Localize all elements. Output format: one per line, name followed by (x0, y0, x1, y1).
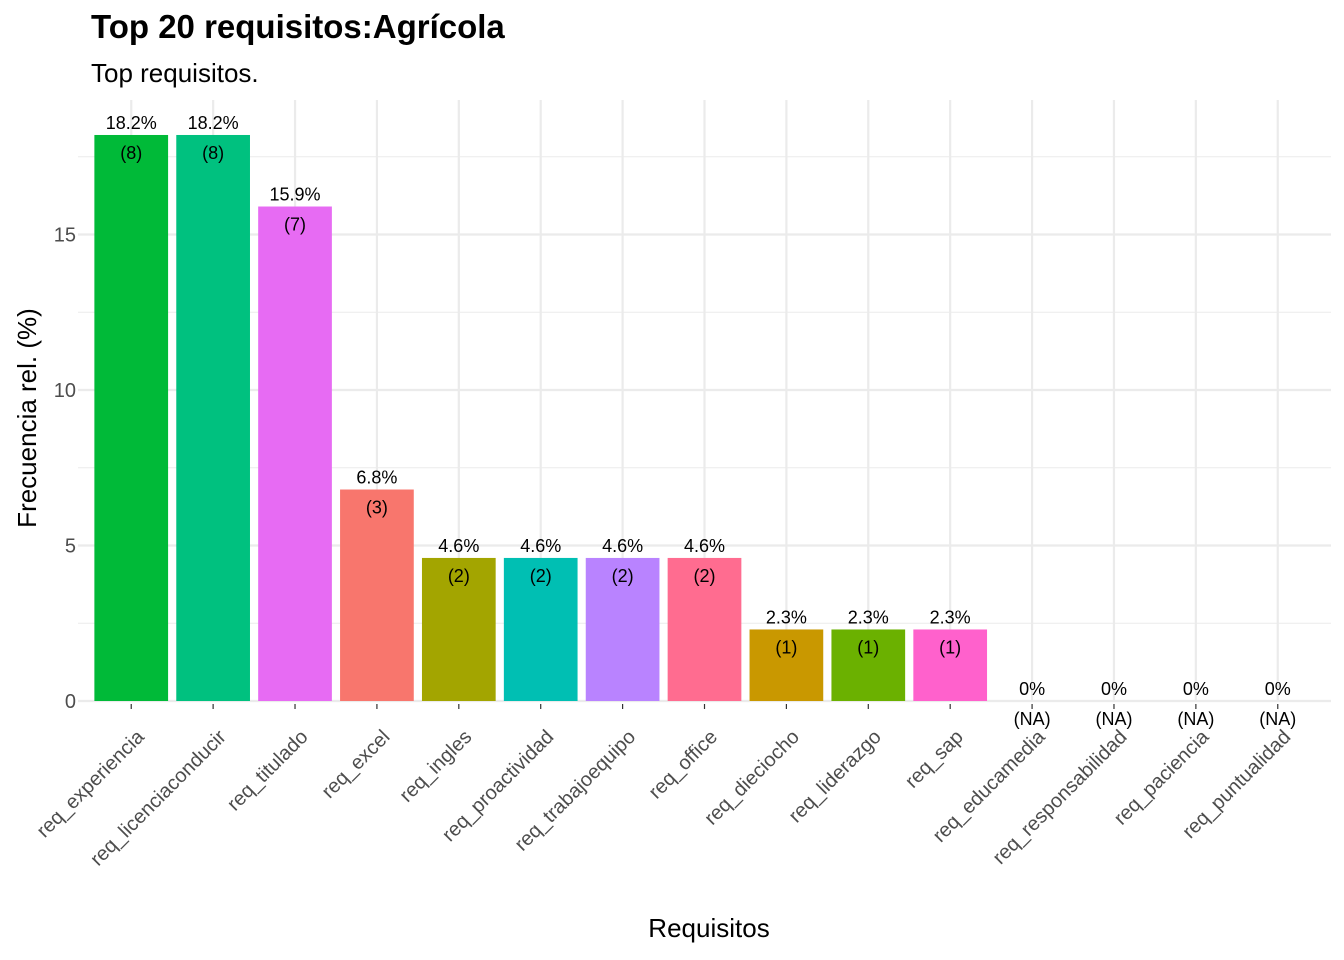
data-label-percent: 4.6% (684, 536, 725, 556)
bar-req_sap (913, 629, 988, 701)
data-label-percent: 18.2% (188, 113, 239, 133)
data-label-percent: 2.3% (930, 607, 971, 627)
bar-req_proactividad (503, 557, 578, 701)
bar-req_excel (340, 489, 414, 701)
data-label-percent: 0% (1019, 679, 1045, 699)
x-tick-label: req_excel (318, 726, 395, 803)
x-tick-label: req_sap (901, 726, 968, 793)
data-label-count: (NA) (1095, 709, 1132, 729)
y-tick-label: 15 (54, 225, 76, 247)
data-label-count: (1) (857, 637, 879, 657)
bar-req_dieciocho (749, 629, 824, 701)
data-label-count: (8) (202, 143, 224, 163)
data-label-count: (1) (939, 637, 961, 657)
x-tick-label: req_ingles (396, 726, 477, 807)
data-label-percent: 2.3% (848, 607, 889, 627)
data-label-count: (NA) (1259, 709, 1296, 729)
y-tick-label: 5 (65, 536, 76, 558)
y-tick-label: 10 (54, 380, 76, 402)
x-axis-title: Requisitos (648, 913, 769, 943)
data-label-percent: 4.6% (520, 536, 561, 556)
chart-subtitle: Top requisitos. (91, 58, 259, 88)
data-label-percent: 0% (1101, 679, 1127, 699)
data-label-count: (1) (775, 637, 797, 657)
data-label-percent: 0% (1183, 679, 1209, 699)
y-tick-label: 0 (65, 691, 76, 713)
data-label-count: (8) (120, 143, 142, 163)
data-label-percent: 2.3% (766, 607, 807, 627)
data-label-count: (2) (612, 566, 634, 586)
data-label-count: (2) (694, 566, 716, 586)
y-axis-ticks: 0 5 10 15 (54, 225, 76, 714)
bar-req_office (667, 557, 742, 701)
data-label-count: (2) (530, 566, 552, 586)
x-tick-label: req_titulado (223, 726, 312, 815)
data-label-count: (2) (448, 566, 470, 586)
data-label-percent: 15.9% (269, 185, 320, 205)
bar-req_titulado (258, 206, 332, 701)
y-axis-title: Frecuencia rel. (%) (12, 308, 42, 528)
data-label-count: (NA) (1177, 709, 1214, 729)
x-tick-label: req_licenciaconducir (86, 726, 231, 871)
x-tick-label: req_responsabilidad (989, 726, 1132, 869)
bar-req_liderazgo (831, 629, 906, 701)
data-label-count: (3) (366, 498, 388, 518)
bar-req_trabajoequipo (585, 557, 660, 701)
x-tick-label: req_office (645, 726, 722, 803)
data-label-count: (NA) (1014, 709, 1051, 729)
data-label-percent: 18.2% (106, 113, 157, 133)
bar-req_licenciaconducir (176, 134, 250, 702)
data-label-percent: 4.6% (602, 536, 643, 556)
data-labels: 18.2% (8) 18.2% (8) 15.9% (7) 6.8% (3) 4.6% (2) 4.… (106, 113, 1297, 729)
data-label-percent: 0% (1265, 679, 1291, 699)
bars (94, 134, 988, 702)
bar-req_ingles (421, 557, 496, 701)
data-label-percent: 6.8% (356, 468, 397, 488)
bar-req_experiencia (94, 134, 169, 702)
chart-title: Top 20 requisitos:Agrícola (91, 8, 505, 45)
data-label-percent: 4.6% (438, 536, 479, 556)
data-label-count: (7) (284, 215, 306, 235)
